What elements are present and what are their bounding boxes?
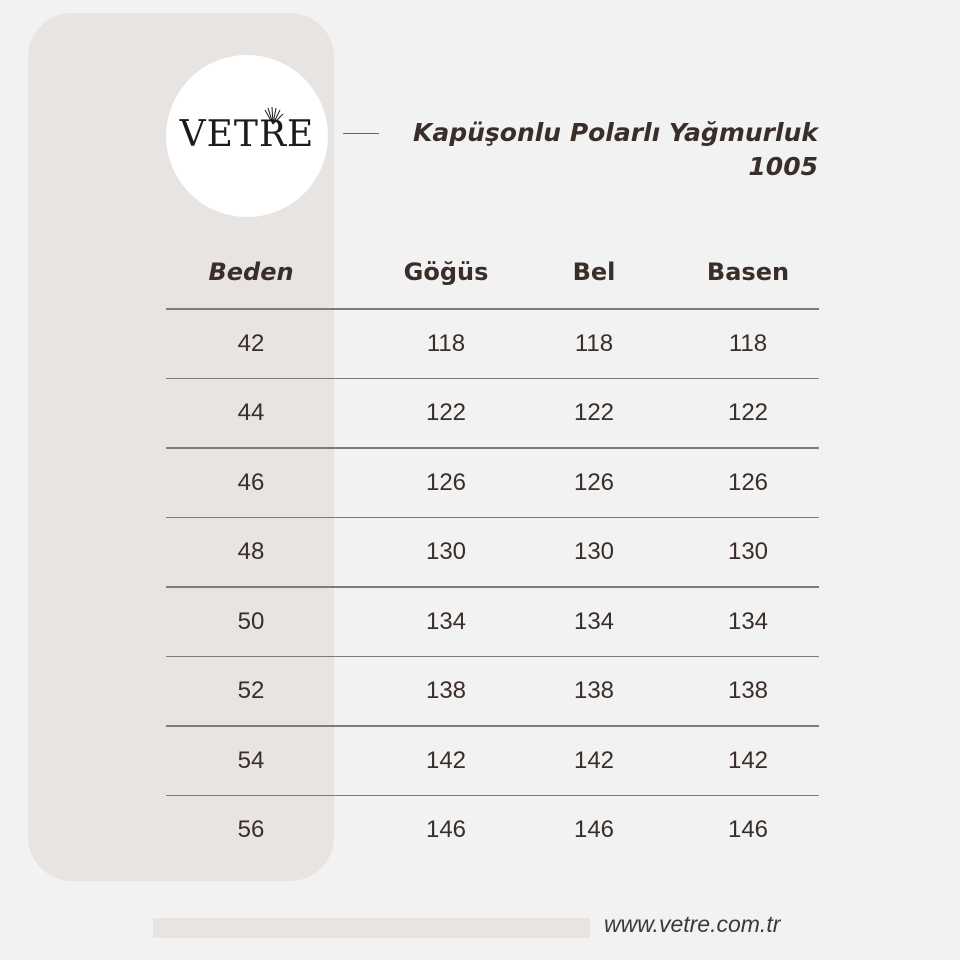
cell-waist: 130: [573, 538, 615, 565]
table-row: 50 134 134 134: [166, 588, 819, 656]
cell-waist: 138: [573, 677, 615, 704]
logo-text: VETRE: [179, 113, 315, 155]
header-waist: Bel: [572, 258, 616, 286]
header-size: Beden: [208, 258, 294, 286]
row-divider: [166, 725, 819, 727]
header-hip: Basen: [706, 258, 790, 286]
cell-waist: 122: [573, 399, 615, 426]
footer-bar: [153, 918, 590, 938]
cell-hip: 122: [727, 399, 769, 426]
cell-size: 50: [237, 607, 265, 635]
cell-hip: 118: [728, 329, 768, 357]
cell-chest: 130: [425, 538, 467, 565]
website-link[interactable]: www.vetre.com.tr: [604, 911, 781, 937]
cell-chest: 142: [425, 746, 467, 774]
palm-leaf-icon: [264, 107, 284, 125]
cell-hip: 142: [727, 746, 769, 774]
cell-chest: 126: [425, 468, 467, 496]
cell-chest: 118: [426, 329, 466, 357]
table-row: 54 142 142 142: [166, 727, 819, 795]
table-row: 46 126 126 126: [166, 449, 819, 517]
title-divider: [343, 133, 379, 134]
brand-logo: VETRE: [166, 55, 328, 217]
cell-hip: 138: [727, 677, 769, 704]
cell-chest: 122: [425, 399, 467, 426]
header-chest: Göğüs: [403, 258, 489, 286]
cell-size: 54: [237, 746, 265, 774]
cell-chest: 146: [425, 816, 467, 843]
row-divider: [166, 794, 819, 796]
cell-hip: 130: [727, 538, 769, 565]
row-divider: [166, 516, 819, 518]
row-divider: [166, 377, 819, 379]
product-title: Kapüşonlu Polarlı Yağmurluk 1005: [413, 116, 818, 184]
cell-size: 48: [237, 538, 265, 565]
cell-size: 42: [237, 329, 265, 357]
cell-waist: 134: [573, 607, 615, 635]
cell-waist: 118: [574, 329, 614, 357]
cell-waist: 142: [573, 746, 615, 774]
cell-waist: 146: [573, 816, 615, 843]
product-name: Kapüşonlu Polarlı Yağmurluk: [412, 118, 818, 147]
row-divider: [166, 586, 819, 588]
cell-waist: 126: [573, 468, 615, 496]
cell-chest: 138: [425, 677, 467, 704]
product-code: 1005: [748, 152, 818, 181]
table-row: 42 118 118 118: [166, 310, 819, 378]
cell-chest: 134: [425, 607, 467, 635]
row-divider: [166, 447, 819, 449]
row-divider: [166, 655, 819, 657]
cell-size: 46: [237, 468, 265, 496]
cell-size: 44: [237, 399, 265, 426]
size-table: Beden Göğüs Bel Basen 42 118 118 118 44 122 12…: [166, 250, 819, 864]
table-row: 48 130 130 130: [166, 518, 819, 586]
cell-size: 56: [237, 816, 265, 843]
cell-hip: 146: [727, 816, 769, 843]
cell-hip: 126: [727, 468, 769, 496]
table-header: Beden Göğüs Bel Basen: [166, 250, 819, 308]
row-divider: [166, 308, 819, 310]
cell-hip: 134: [727, 607, 769, 635]
cell-size: 52: [237, 677, 265, 704]
table-row: 44 122 122 122: [166, 379, 819, 447]
table-row: 56 146 146 146: [166, 796, 819, 864]
table-row: 52 138 138 138: [166, 657, 819, 725]
